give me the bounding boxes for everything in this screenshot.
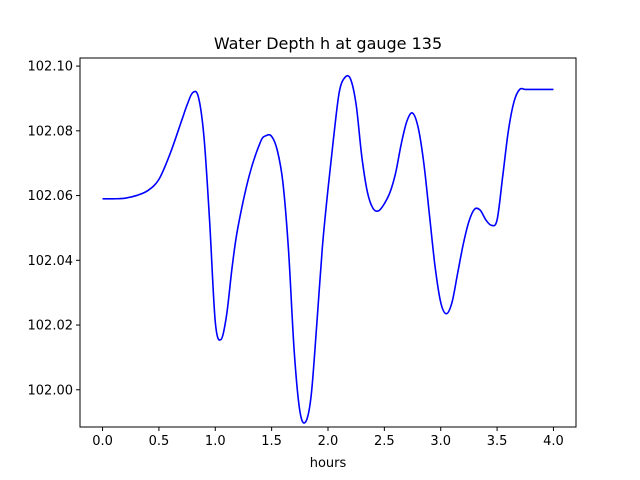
series-line-0 [102,74,554,424]
x-axis-label: hours [310,456,347,471]
y-tick-label: 102.10 [28,60,74,75]
y-axis: 102.00 102.02 102.04 102.06 102.08 102.10 [28,60,80,398]
x-tick-label: 1.0 [205,434,226,449]
x-tick-label: 4.0 [543,434,564,449]
chart-title: Water Depth h at gauge 135 [214,34,442,53]
y-tick-label: 102.02 [28,319,74,334]
data-layer [102,74,554,424]
plot-frame [79,57,577,428]
y-tick-label: 102.00 [28,383,74,398]
y-tick-label: 102.04 [28,254,74,269]
y-tick-label: 102.08 [28,124,74,139]
x-tick-label: 0.0 [92,434,113,449]
x-tick-label: 1.5 [261,434,282,449]
x-tick-label: 0.5 [149,434,170,449]
x-tick-label: 3.5 [487,434,508,449]
x-tick-label: 2.5 [374,434,395,449]
x-tick-label: 2.0 [318,434,339,449]
plot-area [80,58,576,427]
y-tick-label: 102.06 [28,189,74,204]
x-tick-label: 3.0 [430,434,451,449]
x-axis: 0.0 0.5 1.0 1.5 2.0 2.5 3.0 3.5 4.0 [92,427,564,449]
